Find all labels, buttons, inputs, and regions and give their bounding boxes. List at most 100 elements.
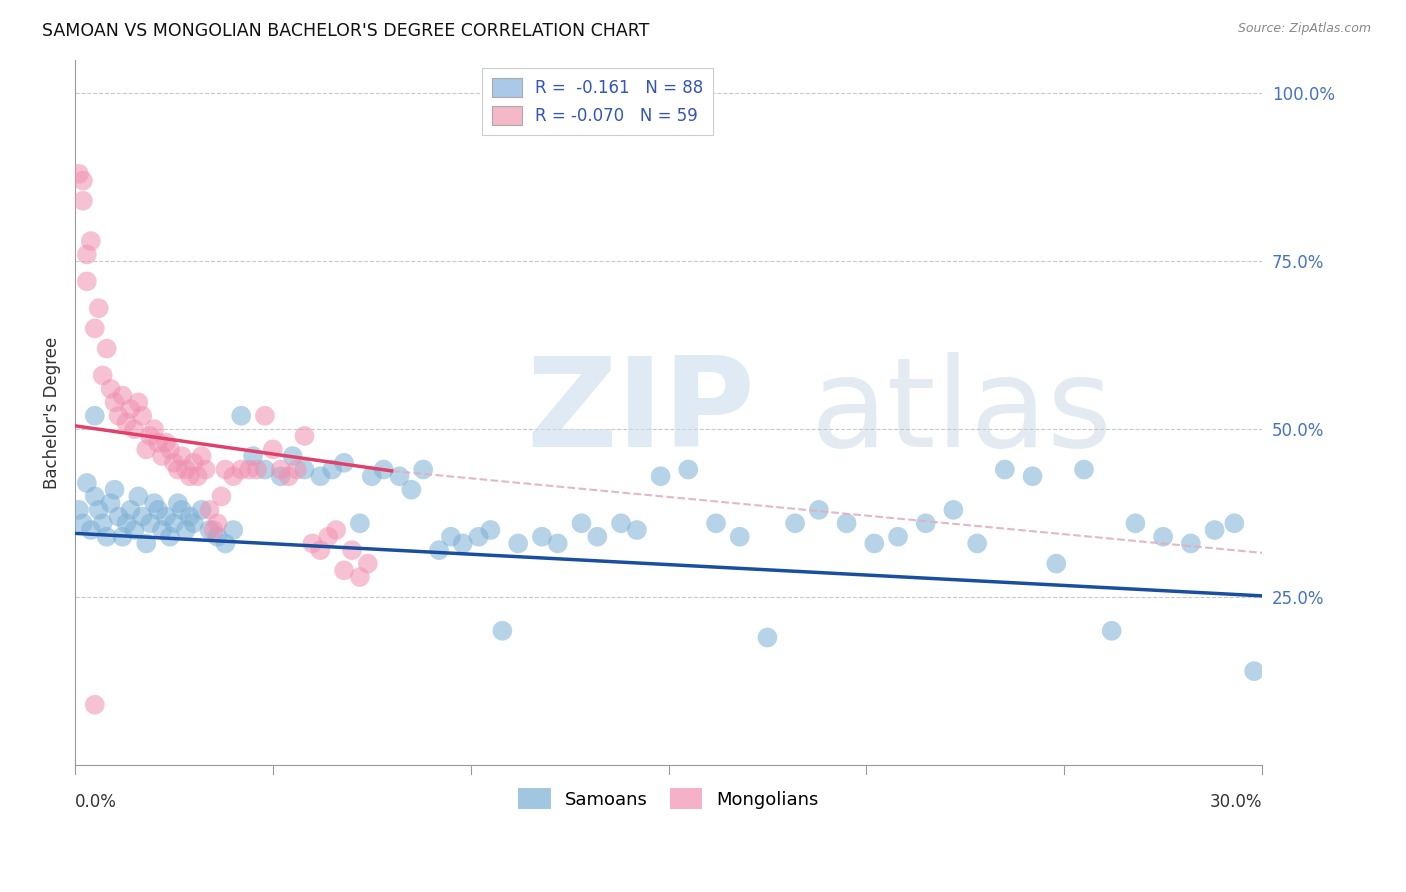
Text: ZIP: ZIP <box>526 352 755 473</box>
Point <box>155 435 177 450</box>
Point <box>139 516 162 531</box>
Point <box>242 449 264 463</box>
Point <box>143 422 166 436</box>
Point <box>96 530 118 544</box>
Point <box>246 462 269 476</box>
Point <box>1180 536 1202 550</box>
Point <box>194 462 217 476</box>
Point <box>76 247 98 261</box>
Point <box>179 469 201 483</box>
Point <box>80 523 103 537</box>
Point <box>127 490 149 504</box>
Point <box>91 368 114 383</box>
Point <box>198 503 221 517</box>
Point <box>586 530 609 544</box>
Point <box>83 409 105 423</box>
Point <box>83 698 105 712</box>
Point <box>135 442 157 457</box>
Point <box>111 530 134 544</box>
Point <box>440 530 463 544</box>
Point <box>678 462 700 476</box>
Point <box>179 509 201 524</box>
Point <box>626 523 648 537</box>
Point <box>571 516 593 531</box>
Point <box>451 536 474 550</box>
Point <box>294 462 316 476</box>
Point <box>994 462 1017 476</box>
Point <box>143 496 166 510</box>
Text: 0.0%: 0.0% <box>75 793 117 812</box>
Point <box>167 496 190 510</box>
Point <box>807 503 830 517</box>
Point <box>373 462 395 476</box>
Point <box>190 503 212 517</box>
Point <box>863 536 886 550</box>
Point <box>270 469 292 483</box>
Point <box>333 456 356 470</box>
Point <box>1243 664 1265 678</box>
Point <box>253 409 276 423</box>
Point <box>83 490 105 504</box>
Point <box>146 503 169 517</box>
Point <box>325 523 347 537</box>
Point <box>785 516 807 531</box>
Point <box>190 449 212 463</box>
Point <box>150 523 173 537</box>
Point <box>83 321 105 335</box>
Point <box>508 536 530 550</box>
Point <box>146 435 169 450</box>
Point <box>610 516 633 531</box>
Point <box>1101 624 1123 638</box>
Point <box>1045 557 1067 571</box>
Point <box>340 543 363 558</box>
Point <box>100 496 122 510</box>
Point <box>163 516 186 531</box>
Point <box>207 516 229 531</box>
Point <box>174 462 197 476</box>
Point <box>159 530 181 544</box>
Point <box>309 469 332 483</box>
Y-axis label: Bachelor's Degree: Bachelor's Degree <box>44 336 60 489</box>
Point <box>388 469 411 483</box>
Point <box>72 194 94 208</box>
Point <box>135 536 157 550</box>
Point <box>67 167 90 181</box>
Point <box>120 503 142 517</box>
Point <box>756 631 779 645</box>
Point <box>309 543 332 558</box>
Point <box>91 516 114 531</box>
Point <box>253 462 276 476</box>
Point <box>966 536 988 550</box>
Point <box>111 389 134 403</box>
Point <box>159 442 181 457</box>
Point <box>491 624 513 638</box>
Point <box>281 449 304 463</box>
Point <box>1204 523 1226 537</box>
Point <box>72 516 94 531</box>
Point <box>80 234 103 248</box>
Point <box>1152 530 1174 544</box>
Point <box>321 462 343 476</box>
Point <box>115 516 138 531</box>
Point <box>270 462 292 476</box>
Point <box>103 395 125 409</box>
Point <box>202 523 225 537</box>
Point <box>207 530 229 544</box>
Point <box>120 402 142 417</box>
Point <box>914 516 936 531</box>
Point <box>704 516 727 531</box>
Point <box>360 469 382 483</box>
Point <box>150 449 173 463</box>
Point <box>167 462 190 476</box>
Point <box>238 462 260 476</box>
Point <box>412 462 434 476</box>
Point <box>479 523 502 537</box>
Text: atlas: atlas <box>811 352 1114 473</box>
Point <box>467 530 489 544</box>
Point <box>835 516 858 531</box>
Point <box>76 475 98 490</box>
Text: 30.0%: 30.0% <box>1209 793 1263 812</box>
Text: SAMOAN VS MONGOLIAN BACHELOR'S DEGREE CORRELATION CHART: SAMOAN VS MONGOLIAN BACHELOR'S DEGREE CO… <box>42 22 650 40</box>
Point <box>401 483 423 497</box>
Point <box>349 516 371 531</box>
